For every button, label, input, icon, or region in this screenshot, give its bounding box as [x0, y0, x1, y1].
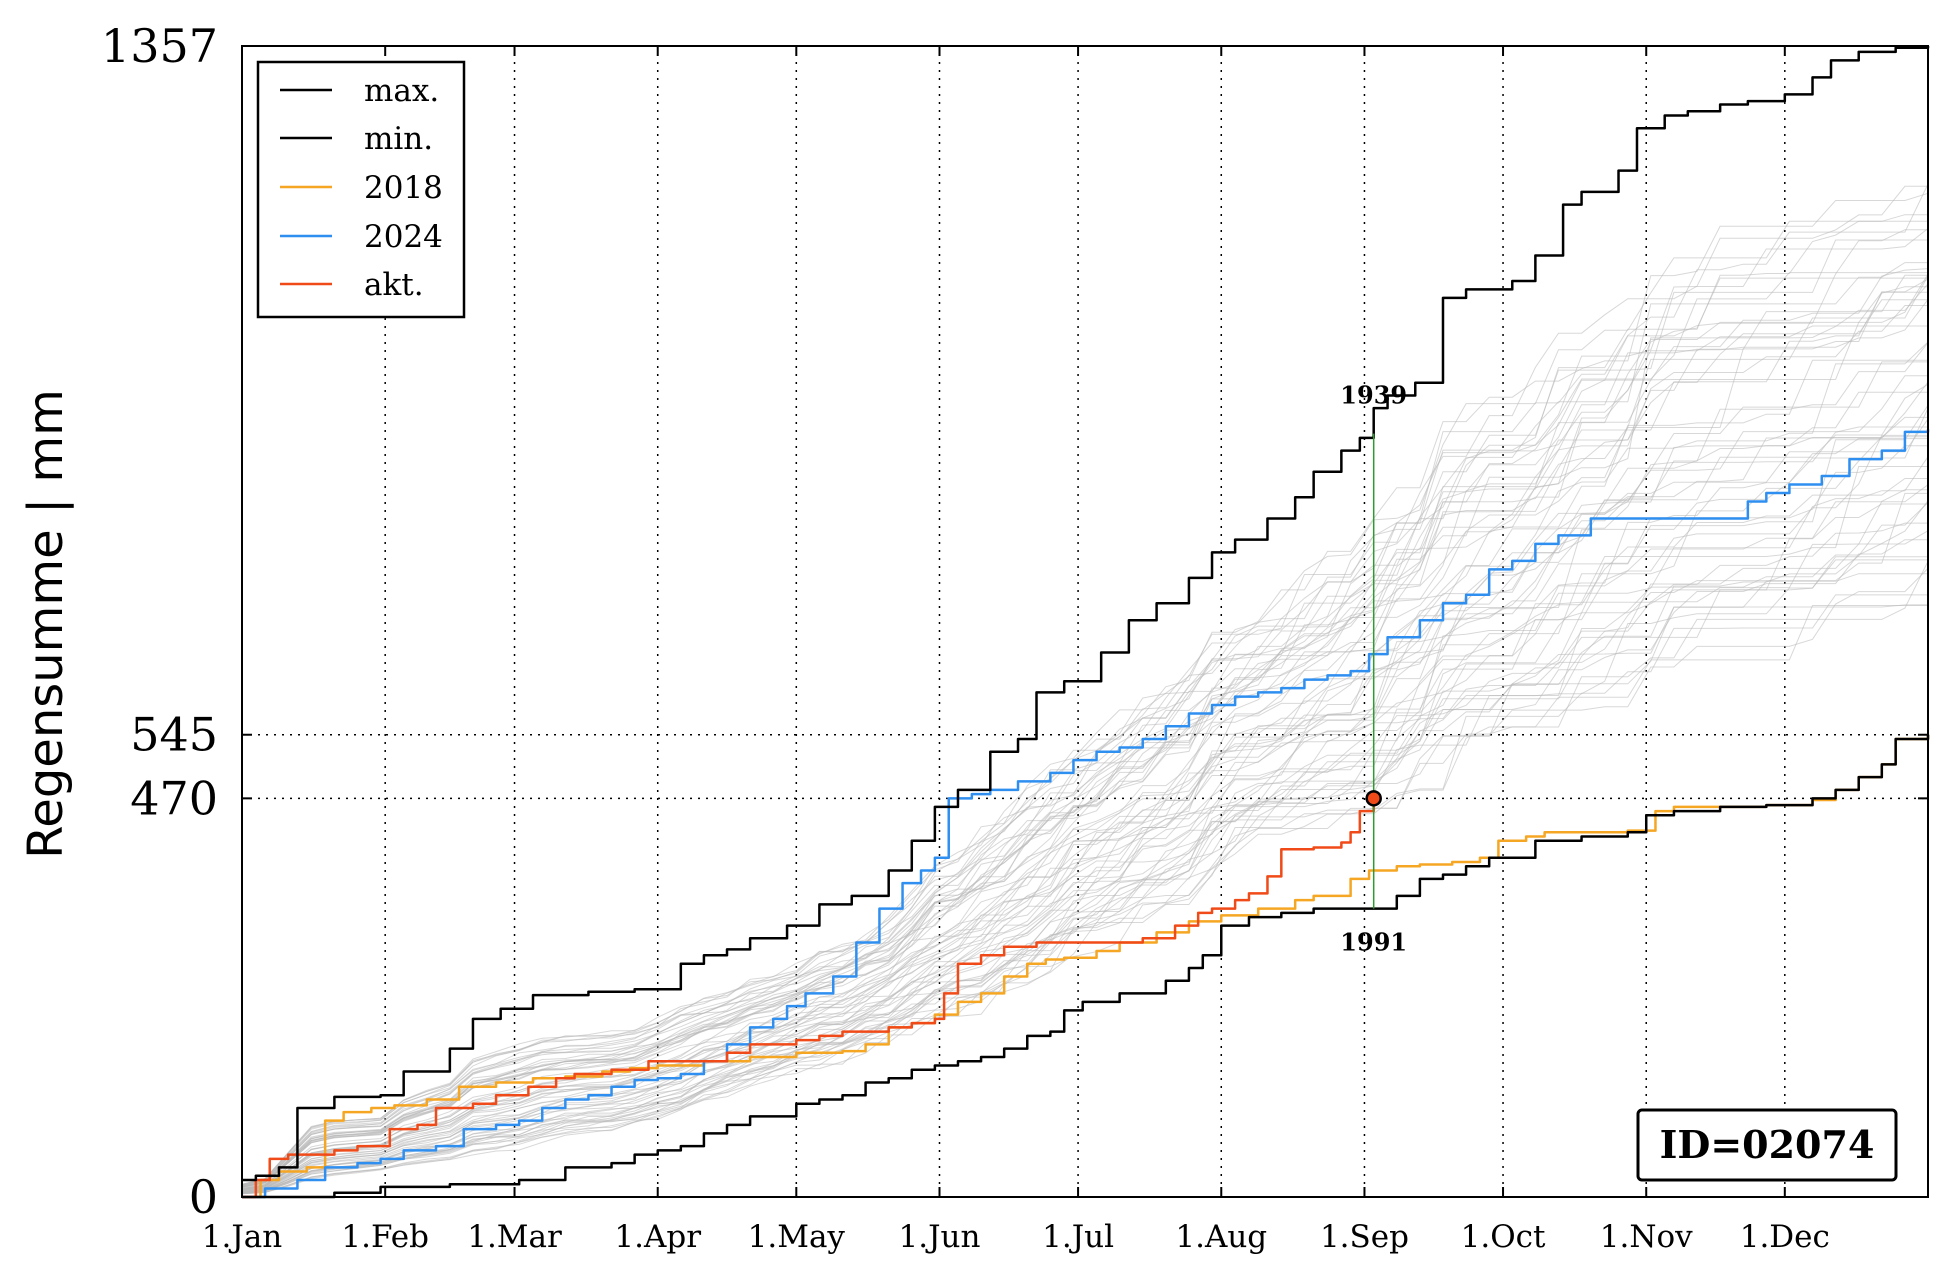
x-tick-label: 1.Aug — [1175, 1219, 1267, 1255]
x-tick-label: 1.Mar — [467, 1219, 562, 1255]
series-line-2024 — [242, 429, 1930, 1199]
historical-year-line — [241, 278, 1929, 1188]
y-tick-label: 1357 — [101, 19, 218, 73]
historical-year-line — [241, 522, 1928, 1193]
historical-year-line — [241, 239, 1928, 1186]
axis-ticks: 1.Jan 1.Feb 1.Mar 1.Apr 1.May 1.Jun 1.Jul 1.Aug… — [101, 19, 1928, 1255]
legend-label-2024: 2024 — [364, 219, 443, 255]
historical-year-line — [241, 277, 1928, 1186]
historical-year-line — [241, 275, 1929, 1188]
historical-year-line — [241, 466, 1928, 1192]
x-tick-label: 1.Nov — [1600, 1219, 1693, 1255]
historical-year-line — [241, 262, 1928, 1187]
historical-year-line — [241, 426, 1928, 1190]
historical-year-line — [241, 361, 1928, 1189]
historical-year-line — [241, 228, 1929, 1186]
historical-year-line — [241, 500, 1929, 1193]
historical-year-line — [241, 418, 1929, 1191]
y-tick-label: 545 — [130, 708, 218, 762]
current-marker-group: 1939 1991 — [1340, 381, 1407, 957]
historical-year-line — [241, 229, 1928, 1187]
historical-year-line — [241, 391, 1928, 1190]
y-tick-label: 0 — [189, 1170, 218, 1224]
historical-year-line — [241, 274, 1928, 1187]
x-tick-label: 1.Sep — [1320, 1219, 1409, 1255]
x-tick-label: 1.Oct — [1461, 1219, 1546, 1255]
historical-year-line — [241, 568, 1929, 1195]
historical-year-line — [241, 605, 1928, 1195]
id-box-label: ID=02074 — [1660, 1122, 1875, 1167]
historical-year-line — [241, 214, 1928, 1185]
grid-lines — [242, 46, 1928, 1197]
series-line-2018 — [242, 734, 1930, 1199]
historical-year-line — [241, 416, 1928, 1190]
highlighted-series — [242, 46, 1930, 1199]
legend-label-max: max. — [364, 73, 439, 109]
y-axis-label: Regensumme | mm — [18, 389, 74, 859]
historical-year-line — [241, 456, 1929, 1192]
historical-year-line — [241, 408, 1929, 1191]
x-tick-label: 1.Dec — [1740, 1219, 1830, 1255]
historical-year-line — [241, 192, 1929, 1185]
historical-year-line — [241, 272, 1928, 1187]
min-year-label: 1991 — [1340, 928, 1407, 957]
historical-year-line — [241, 286, 1928, 1188]
x-tick-label: 1.May — [748, 1219, 846, 1255]
historical-year-lines — [241, 183, 1929, 1195]
legend-box — [256, 60, 466, 319]
historical-year-line — [241, 436, 1928, 1192]
legend-label-2018: 2018 — [364, 170, 443, 206]
historical-year-line — [241, 530, 1929, 1193]
id-box-frame — [1636, 1108, 1898, 1182]
historical-year-line — [241, 502, 1929, 1193]
historical-year-line — [241, 341, 1929, 1189]
historical-year-line — [241, 342, 1929, 1190]
series-line-min — [242, 734, 1930, 1199]
historical-year-line — [241, 594, 1928, 1195]
historical-year-line — [241, 434, 1928, 1192]
series-line-akt — [242, 798, 1375, 1199]
x-tick-label: 1.Jun — [899, 1219, 981, 1255]
max-year-label: 1939 — [1340, 381, 1407, 410]
historical-year-line — [241, 604, 1929, 1194]
x-tick-label: 1.Jan — [202, 1219, 282, 1255]
y-tick-label: 470 — [130, 771, 218, 825]
historical-year-line — [241, 220, 1928, 1186]
x-tick-label: 1.Apr — [614, 1219, 701, 1255]
historical-year-line — [241, 503, 1928, 1193]
historical-year-line — [241, 268, 1929, 1187]
historical-year-line — [241, 299, 1928, 1188]
historical-year-line — [241, 383, 1929, 1190]
historical-year-line — [241, 484, 1929, 1193]
series-line-max — [242, 46, 1930, 1182]
historical-year-line — [241, 185, 1928, 1185]
legend-label-min: min. — [364, 121, 433, 157]
plot-frame — [241, 45, 1929, 1198]
x-tick-label: 1.Jul — [1042, 1219, 1114, 1255]
id-box: ID=02074 — [1636, 1108, 1898, 1182]
legend-label-akt: akt. — [364, 267, 424, 303]
historical-year-line — [241, 273, 1929, 1188]
historical-year-line — [241, 559, 1928, 1194]
x-tick-label: 1.Feb — [341, 1219, 429, 1255]
current-value-marker — [1365, 790, 1382, 807]
historical-year-line — [241, 539, 1928, 1194]
legend: max. min. 2018 2024 akt. — [256, 60, 466, 319]
historical-year-line — [241, 438, 1928, 1191]
historical-year-line — [241, 573, 1928, 1194]
historical-year-line — [241, 291, 1928, 1188]
historical-year-line — [241, 183, 1929, 1186]
historical-year-line — [241, 325, 1928, 1188]
